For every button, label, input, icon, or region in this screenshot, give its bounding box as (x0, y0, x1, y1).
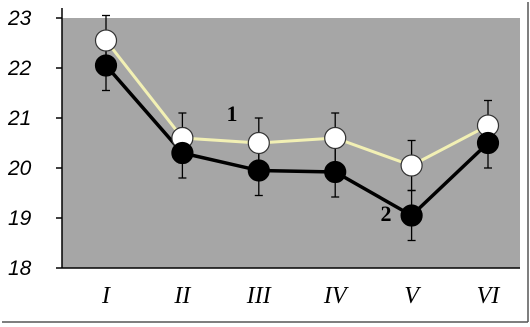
data-point-series-1 (400, 154, 423, 177)
data-point-series-2 (324, 160, 347, 184)
series-label-2: 2 (381, 201, 392, 226)
data-point-series-2 (400, 204, 423, 227)
series-line-2 (104, 64, 490, 218)
y-tick-label: 20 (7, 157, 32, 180)
plot-area-background (62, 18, 520, 268)
series-line-1 (104, 39, 489, 168)
data-point-series-1 (94, 29, 118, 52)
y-tick-label: 22 (7, 57, 32, 80)
x-tick-label: II (173, 283, 191, 309)
series-label-1: 1 (227, 101, 238, 126)
data-point-series-1 (247, 131, 270, 155)
y-tick-label: 18 (8, 257, 32, 280)
x-tick-label: I (101, 283, 111, 309)
data-point-series-2 (94, 54, 118, 77)
data-point-series-2 (476, 131, 500, 155)
y-tick-label: 19 (8, 207, 32, 230)
x-tick-label: V (404, 283, 421, 309)
y-tick-label: 21 (7, 107, 31, 130)
x-tick-label: IV (323, 283, 349, 309)
series-lines-layer (104, 39, 490, 218)
data-points-layer (94, 29, 500, 227)
axes-layer (2, 2, 529, 323)
y-tick-label: 23 (7, 7, 32, 30)
x-tick-label: VI (477, 283, 501, 309)
data-point-series-2 (247, 159, 270, 182)
data-point-series-1 (324, 126, 347, 150)
data-point-series-2 (171, 141, 194, 165)
x-tick-label: III (246, 283, 272, 309)
